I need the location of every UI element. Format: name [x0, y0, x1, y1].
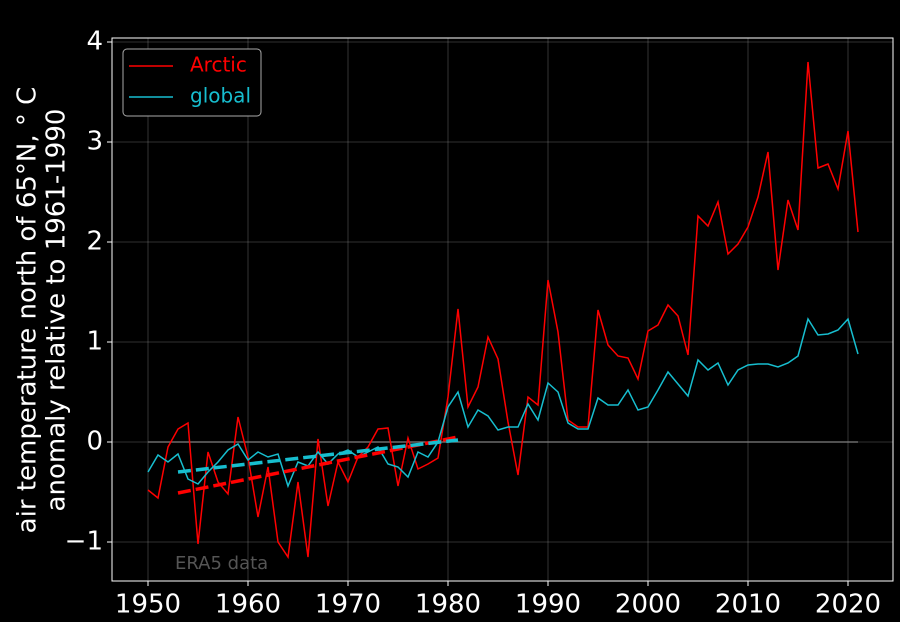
y-tick-label: 2 [86, 227, 103, 257]
x-tick-label: 1990 [515, 590, 581, 620]
x-tick-label: 1980 [415, 590, 481, 620]
trend-line [177, 438, 459, 474]
legend-label: global [190, 84, 251, 108]
y-axis-label-line: anomaly relative to 1961-1990 [42, 109, 72, 512]
annotation: ERA5 data [175, 553, 268, 574]
y-tick-label: 1 [86, 327, 103, 357]
x-tick-label: 1960 [215, 590, 281, 620]
y-tick-label: 0 [86, 427, 103, 457]
plot-frame [111, 37, 894, 582]
y-tick-label: −1 [65, 527, 103, 557]
x-tick-label: 1970 [315, 590, 381, 620]
legend-label: Arctic [190, 53, 247, 77]
data-line [147, 61, 859, 560]
x-tick-label: 2010 [715, 590, 781, 620]
x-tick-label: 2000 [615, 590, 681, 620]
y-axis-label-line: air temperature north of 65°N, ° C [13, 87, 43, 534]
data-line [147, 317, 859, 489]
x-tick-label: 1950 [115, 590, 181, 620]
x-tick-label: 2020 [815, 590, 881, 620]
y-tick-label: 4 [86, 27, 103, 57]
y-tick-label: 3 [86, 127, 103, 157]
